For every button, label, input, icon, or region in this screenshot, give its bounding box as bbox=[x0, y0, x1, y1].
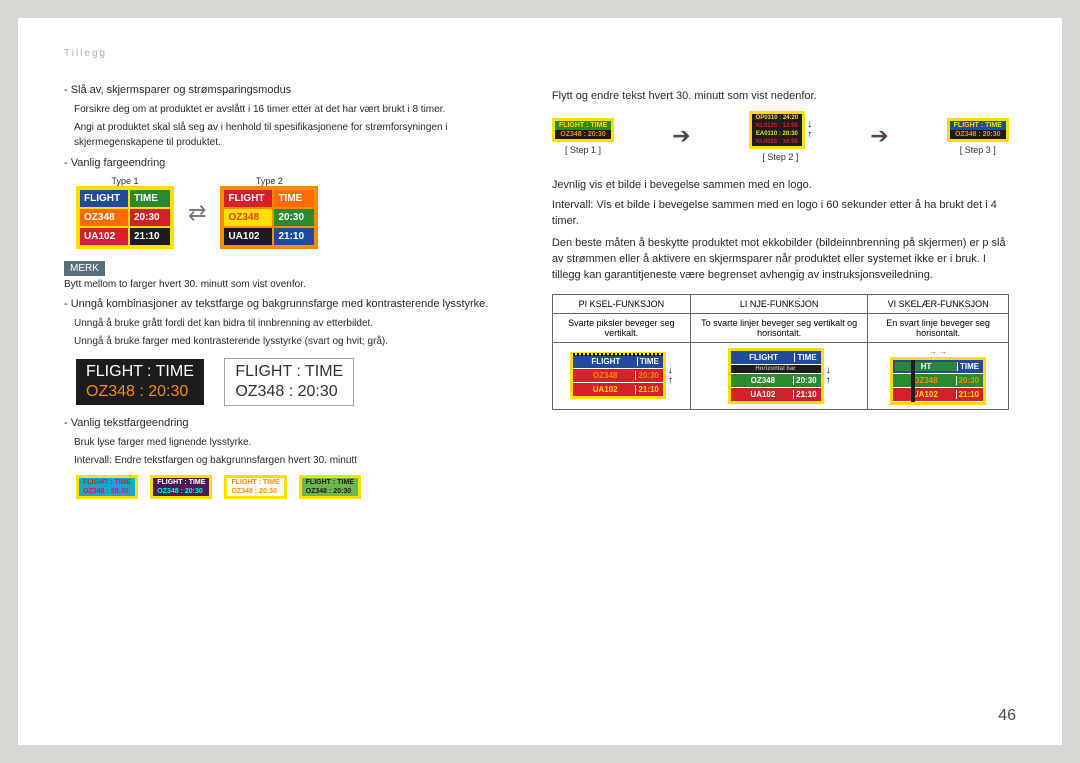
para: Forsikre deg om at produktet er avslått … bbox=[74, 103, 502, 118]
table-demo-row: FLIGHTTIME OZ34820:30 UA10221:10 ↓ ↑ bbox=[552, 342, 1008, 409]
board-type1: FLIGHTTIME OZ34820:30 UA10221:10 bbox=[76, 186, 174, 249]
type2-label: Type 2 bbox=[220, 176, 318, 186]
board-type2: FLIGHTTIME OZ34820:30 UA10221:10 bbox=[220, 186, 318, 249]
type1-col: Type 1 FLIGHTTIME OZ34820:30 UA10221:10 bbox=[76, 176, 174, 249]
up-arrow-icon: ↑ bbox=[807, 130, 812, 140]
right-arrow-icon: → bbox=[939, 347, 947, 356]
bullet-3a: - Unngå kombinasjoner av tekstfarge og b… bbox=[64, 297, 502, 313]
vert-arrows: ↓ ↑ bbox=[668, 366, 673, 386]
para: Bruk lyse farger med lignende lysstyrke. bbox=[74, 436, 502, 451]
para: Jevnlig vis et bilde i bevegelse sammen … bbox=[552, 178, 1009, 194]
merk-badge: MERK bbox=[64, 261, 105, 276]
table-header-row: PI KSEL-FUNKSJON LI NJE-FUNKSJON VI SKEL… bbox=[552, 294, 1008, 313]
bullet-2: - Vanlig fargeendring bbox=[64, 156, 502, 172]
merk-text: Bytt mellom to farger hvert 30. minutt s… bbox=[64, 278, 502, 293]
type-boards: Type 1 FLIGHTTIME OZ34820:30 UA10221:10 … bbox=[76, 176, 502, 249]
demo-cell-1: FLIGHTTIME OZ34820:30 UA10221:10 ↓ ↑ bbox=[552, 342, 690, 409]
left-column: Tillegg - Slå av, skjermsparer og strøms… bbox=[64, 48, 502, 721]
wide-boards: FLIGHT : TIME OZ348 : 20:30 FLIGHT : TIM… bbox=[76, 358, 502, 406]
mini-board-3: FLIGHT : TIME OZ348 : 20:30 bbox=[224, 475, 286, 499]
para: Intervall: Endre tekstfargen og bakgrunn… bbox=[74, 454, 502, 469]
line-demo-board: FLIGHTTIME Horizontal bar OZ34820:30 UA1… bbox=[728, 348, 824, 404]
mini-board-1: FLIGHT : TIME OZ348 : 20:30 bbox=[76, 475, 138, 499]
mini-board-2: FLIGHT : TIME OZ348 : 20:30 bbox=[150, 475, 212, 499]
demo-cell-3: → → HTTIME OZ34820:30 UA10221:10 bbox=[868, 342, 1009, 409]
section-header: Tillegg bbox=[64, 48, 502, 59]
pixel-noise-icon bbox=[573, 353, 663, 356]
step2-arrows: ↓ ↑ bbox=[807, 120, 812, 140]
wide-board-black: FLIGHT : TIME OZ348 : 20:30 bbox=[76, 359, 204, 405]
bullet-4: - Vanlig tekstfargeendring bbox=[64, 416, 502, 432]
step1-board: FLIGHT : TIME OZ348 : 20:30 bbox=[552, 118, 614, 142]
pixel-demo-board: FLIGHTTIME OZ34820:30 UA10221:10 bbox=[570, 352, 666, 399]
demo-cell-2: FLIGHTTIME Horizontal bar OZ34820:30 UA1… bbox=[690, 342, 867, 409]
page-number: 46 bbox=[998, 707, 1016, 725]
step2-board: OP0310 : 24:20 KL0125 : 13:50 EA0110 : 2… bbox=[749, 111, 806, 149]
right-column: Flytt og endre tekst hvert 30. minutt so… bbox=[552, 48, 1009, 721]
table-desc-row: Svarte piksler beveger seg vertikalt. To… bbox=[552, 313, 1008, 342]
up-arrow-icon: ↑ bbox=[826, 376, 831, 386]
horiz-arrows: → → bbox=[872, 347, 1004, 356]
step2: OP0310 : 24:20 KL0125 : 13:50 EA0110 : 2… bbox=[749, 111, 813, 162]
mini-boards-row: FLIGHT : TIME OZ348 : 20:30 FLIGHT : TIM… bbox=[76, 475, 502, 499]
desc-cell: To svarte linjer beveger seg vertikalt o… bbox=[690, 313, 867, 342]
type2-col: Type 2 FLIGHTTIME OZ34820:30 UA10221:10 bbox=[220, 176, 318, 249]
step3-board: FLIGHT : TIME OZ348 : 20:30 bbox=[947, 118, 1009, 142]
bullet-1: - Slå av, skjermsparer og strømsparingsm… bbox=[64, 83, 502, 99]
type1-label: Type 1 bbox=[76, 176, 174, 186]
col-header: PI KSEL-FUNKSJON bbox=[552, 294, 690, 313]
step3: FLIGHT : TIME OZ348 : 20:30 [ Step 3 ] bbox=[947, 118, 1009, 155]
wide-board-white: FLIGHT : TIME OZ348 : 20:30 bbox=[224, 358, 354, 406]
up-arrow-icon: ↑ bbox=[668, 376, 673, 386]
desc-cell: Svarte piksler beveger seg vertikalt. bbox=[552, 313, 690, 342]
vertical-bar-icon bbox=[911, 360, 915, 402]
bidir-arrow-icon: ⇄ bbox=[188, 202, 206, 224]
right-arrow-icon: → bbox=[929, 347, 937, 356]
para: Den beste måten å beskytte produktet mot… bbox=[552, 236, 1009, 284]
bullet-3c: Unngå å bruke farger med kontrasterende … bbox=[74, 335, 502, 350]
function-table: PI KSEL-FUNKSJON LI NJE-FUNKSJON VI SKEL… bbox=[552, 294, 1009, 410]
shear-demo-board: HTTIME OZ34820:30 UA10221:10 bbox=[890, 357, 986, 405]
col-header: VI SKELÆR-FUNKSJON bbox=[868, 294, 1009, 313]
step1: FLIGHT : TIME OZ348 : 20:30 [ Step 1 ] bbox=[552, 118, 614, 155]
arrow-right-icon: ➔ bbox=[672, 125, 690, 147]
page: Tillegg - Slå av, skjermsparer og strøms… bbox=[18, 18, 1062, 745]
desc-cell: En svart linje beveger seg horisontalt. bbox=[868, 313, 1009, 342]
arrow-right-icon: ➔ bbox=[870, 125, 888, 147]
para: Flytt og endre tekst hvert 30. minutt so… bbox=[552, 89, 1009, 105]
steps-row: FLIGHT : TIME OZ348 : 20:30 [ Step 1 ] ➔… bbox=[552, 111, 1009, 162]
bullet-3b: Unngå å bruke grått fordi det kan bidra … bbox=[74, 317, 502, 332]
vert-arrows: ↓ ↑ bbox=[826, 366, 831, 386]
para: Intervall: Vis et bilde i bevegelse samm… bbox=[552, 198, 1009, 230]
mini-board-4: FLIGHT : TIME OZ348 : 20:30 bbox=[299, 475, 361, 499]
col-header: LI NJE-FUNKSJON bbox=[690, 294, 867, 313]
para: Angi at produktet skal slå seg av i henh… bbox=[74, 121, 502, 150]
